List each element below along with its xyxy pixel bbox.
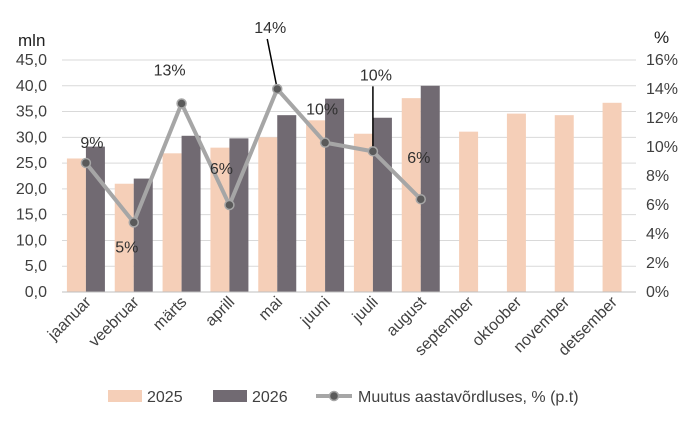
bar-2025 (401, 98, 421, 292)
y-left-tick-label: 30,0 (16, 129, 47, 146)
x-tick-label: veebruar (86, 293, 143, 350)
legend-label-2026: 2026 (252, 389, 288, 406)
bar-2025 (554, 115, 574, 292)
line-marker (415, 193, 426, 205)
legend-swatch-2026 (213, 390, 247, 402)
line-series-muutus (84, 87, 423, 225)
legend-swatch-marker (328, 390, 340, 402)
line-data-label: 14% (254, 20, 286, 37)
bar-2026 (325, 98, 345, 293)
y-left-tick-label: 40,0 (16, 78, 47, 95)
y-left-tick-label: 0,0 (25, 284, 47, 301)
bar-2026 (372, 117, 392, 293)
line-marker (80, 157, 92, 169)
bar-2025 (210, 147, 230, 292)
bar-2025 (506, 113, 526, 293)
y-right-tick-label: 16% (646, 52, 678, 69)
y-right-tick-label: 8% (646, 168, 669, 185)
x-tick-label: august (384, 293, 430, 339)
line-marker (319, 137, 331, 148)
legend-swatch-2025 (108, 390, 142, 402)
line-marker (272, 83, 283, 95)
y-right-tick-label: 10% (646, 139, 678, 156)
line-data-label: 9% (80, 135, 103, 152)
bar-2025 (66, 158, 86, 292)
line-data-label: 10% (360, 67, 392, 84)
line-marker (224, 199, 235, 211)
y-left-tick-label: 20,0 (16, 181, 47, 198)
label-leader-line (266, 38, 278, 90)
y-left-tick-label: 35,0 (16, 104, 47, 121)
y-right-tick-label: 2% (646, 255, 669, 272)
y-right-tick-label: 0% (646, 284, 669, 301)
y-right-tick-label: 14% (646, 81, 678, 98)
line-marker (128, 217, 139, 228)
bar-2025 (162, 153, 182, 292)
bar-2025 (306, 120, 326, 292)
x-tick-label: juuli (349, 294, 382, 327)
y-right-tick-label: 4% (646, 226, 669, 243)
line-data-label: 6% (407, 150, 430, 167)
line-marker (176, 98, 187, 109)
bar-2025 (602, 102, 622, 293)
line-data-label: 10% (306, 102, 338, 119)
line-data-label: 6% (210, 161, 233, 178)
line-data-label: 5% (115, 239, 138, 256)
y-left-tick-label: 5,0 (25, 258, 47, 275)
y-left-tick-label: 10,0 (16, 232, 47, 249)
y-right-tick-label: 6% (646, 197, 669, 214)
bar-2025 (258, 137, 278, 292)
bar-2026 (181, 135, 201, 292)
legend-label-2025: 2025 (147, 389, 183, 406)
bar-2026 (420, 85, 440, 293)
y-right-tick-label: 12% (646, 110, 678, 127)
line-data-label: 13% (154, 63, 186, 80)
x-tick-label: juuni (297, 294, 334, 331)
x-tick-label: mai (256, 294, 286, 324)
line-marker (367, 146, 379, 157)
x-tick-label: märts (150, 294, 190, 334)
bar-2026 (229, 138, 249, 292)
bar-2025 (459, 131, 479, 292)
bar-2025 (114, 183, 134, 292)
legend-label-line: Muutus aastavõrdluses, % (p.t) (358, 389, 579, 406)
y-left-unit-label: mln (18, 31, 45, 50)
x-tick-label: aprill (202, 294, 238, 330)
y-left-tick-label: 25,0 (16, 155, 47, 172)
bar-2025 (353, 133, 373, 292)
y-left-tick-label: 45,0 (16, 52, 47, 69)
bar-2026 (277, 115, 297, 292)
y-right-unit-label: % (654, 28, 669, 47)
y-left-tick-label: 15,0 (16, 207, 47, 224)
